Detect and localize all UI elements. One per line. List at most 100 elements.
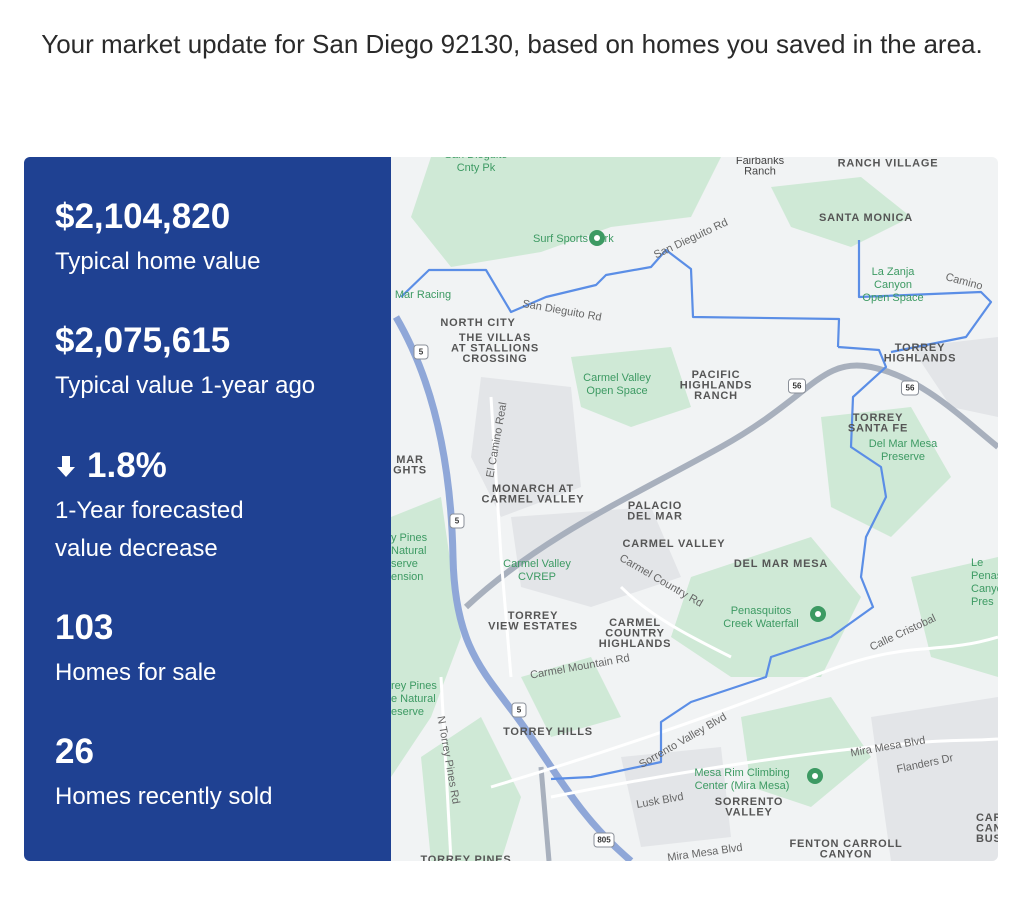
map-label-line: NORTH CITY — [440, 317, 515, 329]
map-label-line: MONARCH AT — [492, 483, 574, 495]
map-label-line: VALLEY — [725, 806, 772, 818]
route-shield — [593, 832, 615, 848]
map-label-line: DEL MAR MESA — [734, 558, 828, 570]
page-title: Your market update for San Diego 92130, … — [41, 29, 983, 59]
stat: $2,075,615 Typical value 1-year ago — [55, 321, 355, 405]
map-label-line: PACIFIC — [692, 369, 741, 381]
map-label-line: TORREY — [853, 412, 903, 424]
map-label: MOUNTAINRANCH VILLAGE — [838, 157, 938, 169]
map-label-line: PALACIO — [628, 500, 682, 512]
map-label-line: CVREP — [518, 571, 556, 583]
map-label-line: Canyo — [971, 583, 998, 595]
map-label-line: rey Pines — [391, 680, 437, 692]
map-label-line: Mesa Rim Climbing — [694, 767, 789, 779]
stat-label: Homes for sale — [55, 659, 217, 686]
map-label-line: serve — [391, 558, 418, 570]
urban-areas — [471, 337, 998, 861]
map-label-line: TORREY HILLS — [503, 726, 593, 738]
map-label-line: BUSINES — [976, 833, 998, 845]
map-label-line: San Dieguito — [445, 157, 508, 161]
map-label-line: TORREY PINES — [420, 854, 511, 861]
map-label-line: HIGHLANDS — [680, 379, 753, 391]
map-label-line: Canyon — [874, 279, 912, 291]
map-label-line: Penas — [971, 570, 998, 582]
map-label-line: RANCH — [694, 390, 738, 402]
map-label-line: Center (Mira Mesa) — [695, 780, 790, 792]
map-label: CARCANBUSINES — [976, 812, 998, 845]
route-shield-label: 56 — [906, 384, 915, 393]
map-label-line: Ranch — [744, 165, 776, 177]
map-label: DEL MAR MESA — [734, 558, 828, 570]
map-label-line: VIEW ESTATES — [488, 620, 578, 632]
map-label-line: y Pines — [391, 532, 428, 544]
route-shield — [511, 702, 527, 718]
map-label-line: HIGHLANDS — [599, 638, 672, 650]
map-label: NORTH CITY — [440, 317, 515, 329]
map-label-line: Creek Waterfall — [723, 618, 798, 630]
map-label-line: e Natural — [391, 693, 436, 705]
map-label-line: Carmel Valley — [583, 372, 651, 384]
map-label: San DieguitoCnty Pk — [445, 157, 508, 174]
map-label-line: Del Mar Mesa — [869, 438, 938, 450]
map-label-line: SANTA MONICA — [819, 212, 913, 224]
stat: 1.8% 1-Year forecasted value decrease — [55, 446, 295, 568]
stat-value: 26 — [55, 732, 94, 771]
map-label-line: Natural — [391, 545, 426, 557]
stat-value: $2,075,615 — [55, 321, 231, 360]
market-card: $2,104,820 Typical home value $2,075,615… — [24, 157, 998, 861]
roads — [392, 315, 998, 861]
route-shield — [901, 380, 919, 396]
stat-value: $2,104,820 — [55, 197, 231, 236]
map-label-line: Mar Racing — [395, 289, 451, 301]
map-label-line: MAR — [396, 454, 423, 466]
map-label-line: ension — [391, 571, 423, 583]
boundary — [400, 240, 993, 781]
map-label-line: CANYON — [820, 848, 872, 860]
map-label-line: CROSSING — [462, 353, 527, 365]
map-label-line: TORREY — [508, 610, 558, 622]
route-shield — [788, 378, 806, 394]
stat-label: Homes recently sold — [55, 783, 273, 810]
map-label: SANTA MONICA — [819, 212, 913, 224]
stat: 103 Homes for sale — [55, 608, 355, 692]
map-label-line: MOUNTAIN — [856, 157, 921, 159]
down-arrow-icon — [57, 456, 75, 477]
map-label: CARMEL VALLEY — [623, 538, 725, 550]
map-label: Mar Racing — [395, 289, 451, 301]
map-label-line: GHTS — [393, 464, 427, 476]
route-shield-label: 5 — [517, 706, 522, 715]
stat: 26 Homes recently sold — [55, 732, 355, 816]
stat-label: Typical value 1-year ago — [55, 372, 316, 399]
stat-label: Typical home value — [55, 248, 261, 275]
map-label-line: TORREY — [895, 342, 945, 354]
map-label-line: Cnty Pk — [457, 162, 496, 174]
map-label-line: CAR — [976, 812, 998, 824]
map-label-line: AT STALLIONS — [451, 342, 539, 354]
map-label-line: SANTA FE — [848, 422, 908, 434]
stat-label: 1-Year forecasted value decrease — [55, 497, 244, 562]
map-label-line: Preserve — [881, 451, 925, 463]
map-label-line: eserve — [391, 706, 424, 718]
map-label: LePenasCanyoPres — [971, 557, 998, 608]
